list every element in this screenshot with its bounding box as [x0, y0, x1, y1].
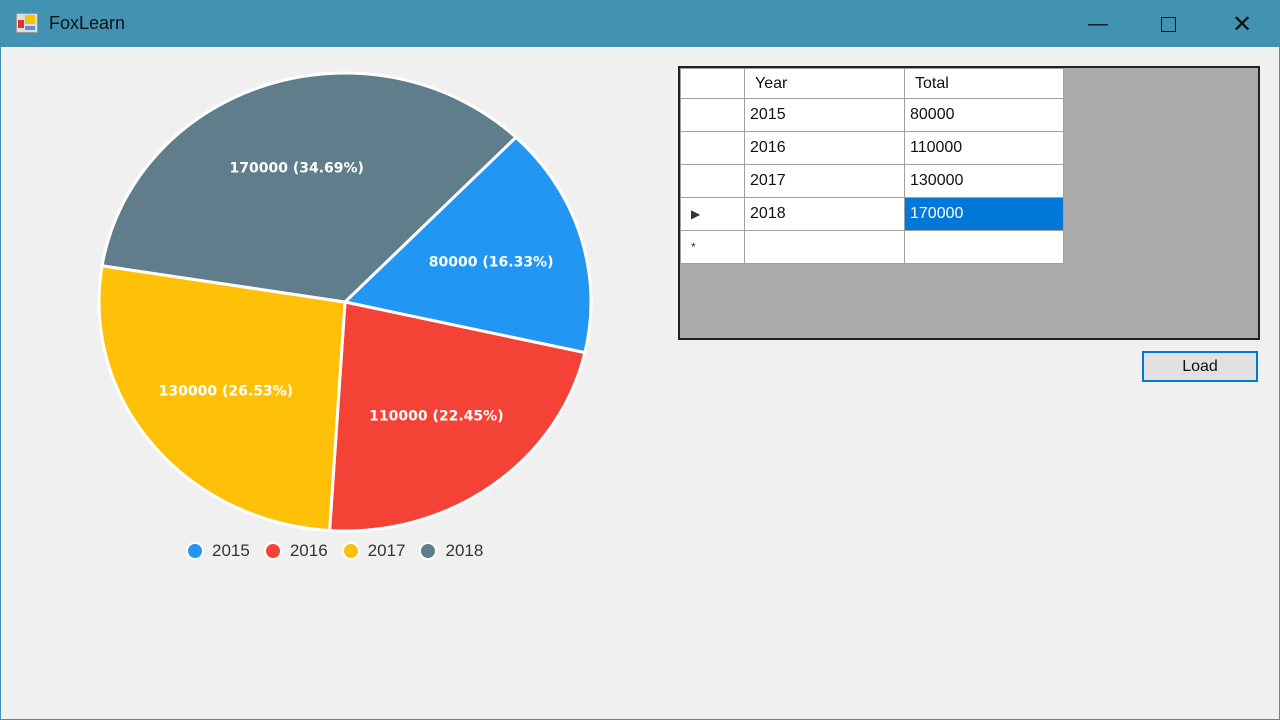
current-row-icon: ▶: [691, 207, 701, 221]
row-header[interactable]: [680, 131, 745, 165]
close-button[interactable]: ✕: [1207, 1, 1277, 47]
cell-year[interactable]: [744, 230, 905, 264]
column-header-year[interactable]: Year: [744, 68, 905, 99]
new-row-icon: *: [691, 240, 696, 254]
legend-swatch: [341, 542, 360, 560]
data-grid[interactable]: Year Total 2015 80000 2016 110000 2017 1300…: [678, 66, 1260, 340]
legend-label: 2015: [212, 541, 250, 560]
pie-slice-2018: [100, 71, 519, 304]
pie-slice-2017: [97, 264, 347, 533]
legend-swatch: [419, 542, 438, 560]
maximize-button[interactable]: [1133, 1, 1203, 47]
cell-total[interactable]: 80000: [904, 98, 1064, 132]
legend-swatch: [186, 542, 204, 560]
cell-total[interactable]: [904, 230, 1064, 264]
legend-label: 2016: [289, 541, 328, 560]
row-header[interactable]: [680, 164, 745, 198]
table-row[interactable]: 2017 130000: [680, 164, 1064, 198]
legend-item: 2018: [419, 541, 483, 561]
cell-total-selected[interactable]: 170000: [904, 197, 1064, 231]
corner-header[interactable]: [680, 68, 745, 99]
slice-data-label: 170000 (34.69%): [230, 160, 364, 176]
new-row[interactable]: *: [680, 230, 1064, 264]
cell-year[interactable]: 2017: [744, 164, 905, 198]
row-header[interactable]: *: [680, 230, 745, 264]
cell-total[interactable]: 110000: [904, 131, 1064, 165]
legend-item: 2017: [341, 541, 406, 561]
row-header[interactable]: ▶: [680, 197, 745, 231]
slice-data-label: 110000 (22.45%): [369, 409, 503, 425]
table-row[interactable]: 2015 80000: [680, 98, 1064, 132]
cell-total[interactable]: 130000: [904, 164, 1064, 198]
window-title: FoxLearn: [49, 13, 126, 33]
legend-swatch: [263, 542, 282, 560]
chart-legend: 2015 2016 2017 2018: [186, 541, 483, 561]
slice-data-label: 130000 (26.53%): [159, 384, 293, 400]
minimize-button[interactable]: —: [1063, 1, 1133, 47]
row-header[interactable]: [680, 98, 745, 132]
legend-label: 2017: [367, 541, 406, 560]
header-row: Year Total: [680, 68, 1064, 99]
cell-year[interactable]: 2018: [744, 197, 905, 231]
table-row[interactable]: 2016 110000: [680, 131, 1064, 165]
column-header-total[interactable]: Total: [904, 68, 1064, 99]
pie-chart: 80000 (16.33%) 110000 (22.45%) 130000 (26.…: [97, 71, 593, 533]
legend-label: 2018: [445, 541, 484, 560]
load-button[interactable]: Load: [1142, 351, 1258, 382]
minimize-icon: —: [1088, 12, 1108, 35]
cell-year[interactable]: 2016: [744, 131, 905, 165]
pie-slice-2016: [327, 300, 587, 533]
slice-data-label: 80000 (16.33%): [429, 254, 554, 270]
table-row[interactable]: ▶ 2018 170000: [680, 197, 1064, 231]
maximize-icon: [1160, 16, 1176, 32]
close-icon: ✕: [1231, 10, 1253, 38]
pie-slice-2015: [341, 135, 593, 355]
legend-item: 2015: [186, 541, 250, 561]
legend-item: 2016: [263, 541, 328, 561]
title-bar: FoxLearn — ✕: [1, 1, 1280, 47]
cell-year[interactable]: 2015: [744, 98, 905, 132]
app-icon: [16, 13, 38, 33]
